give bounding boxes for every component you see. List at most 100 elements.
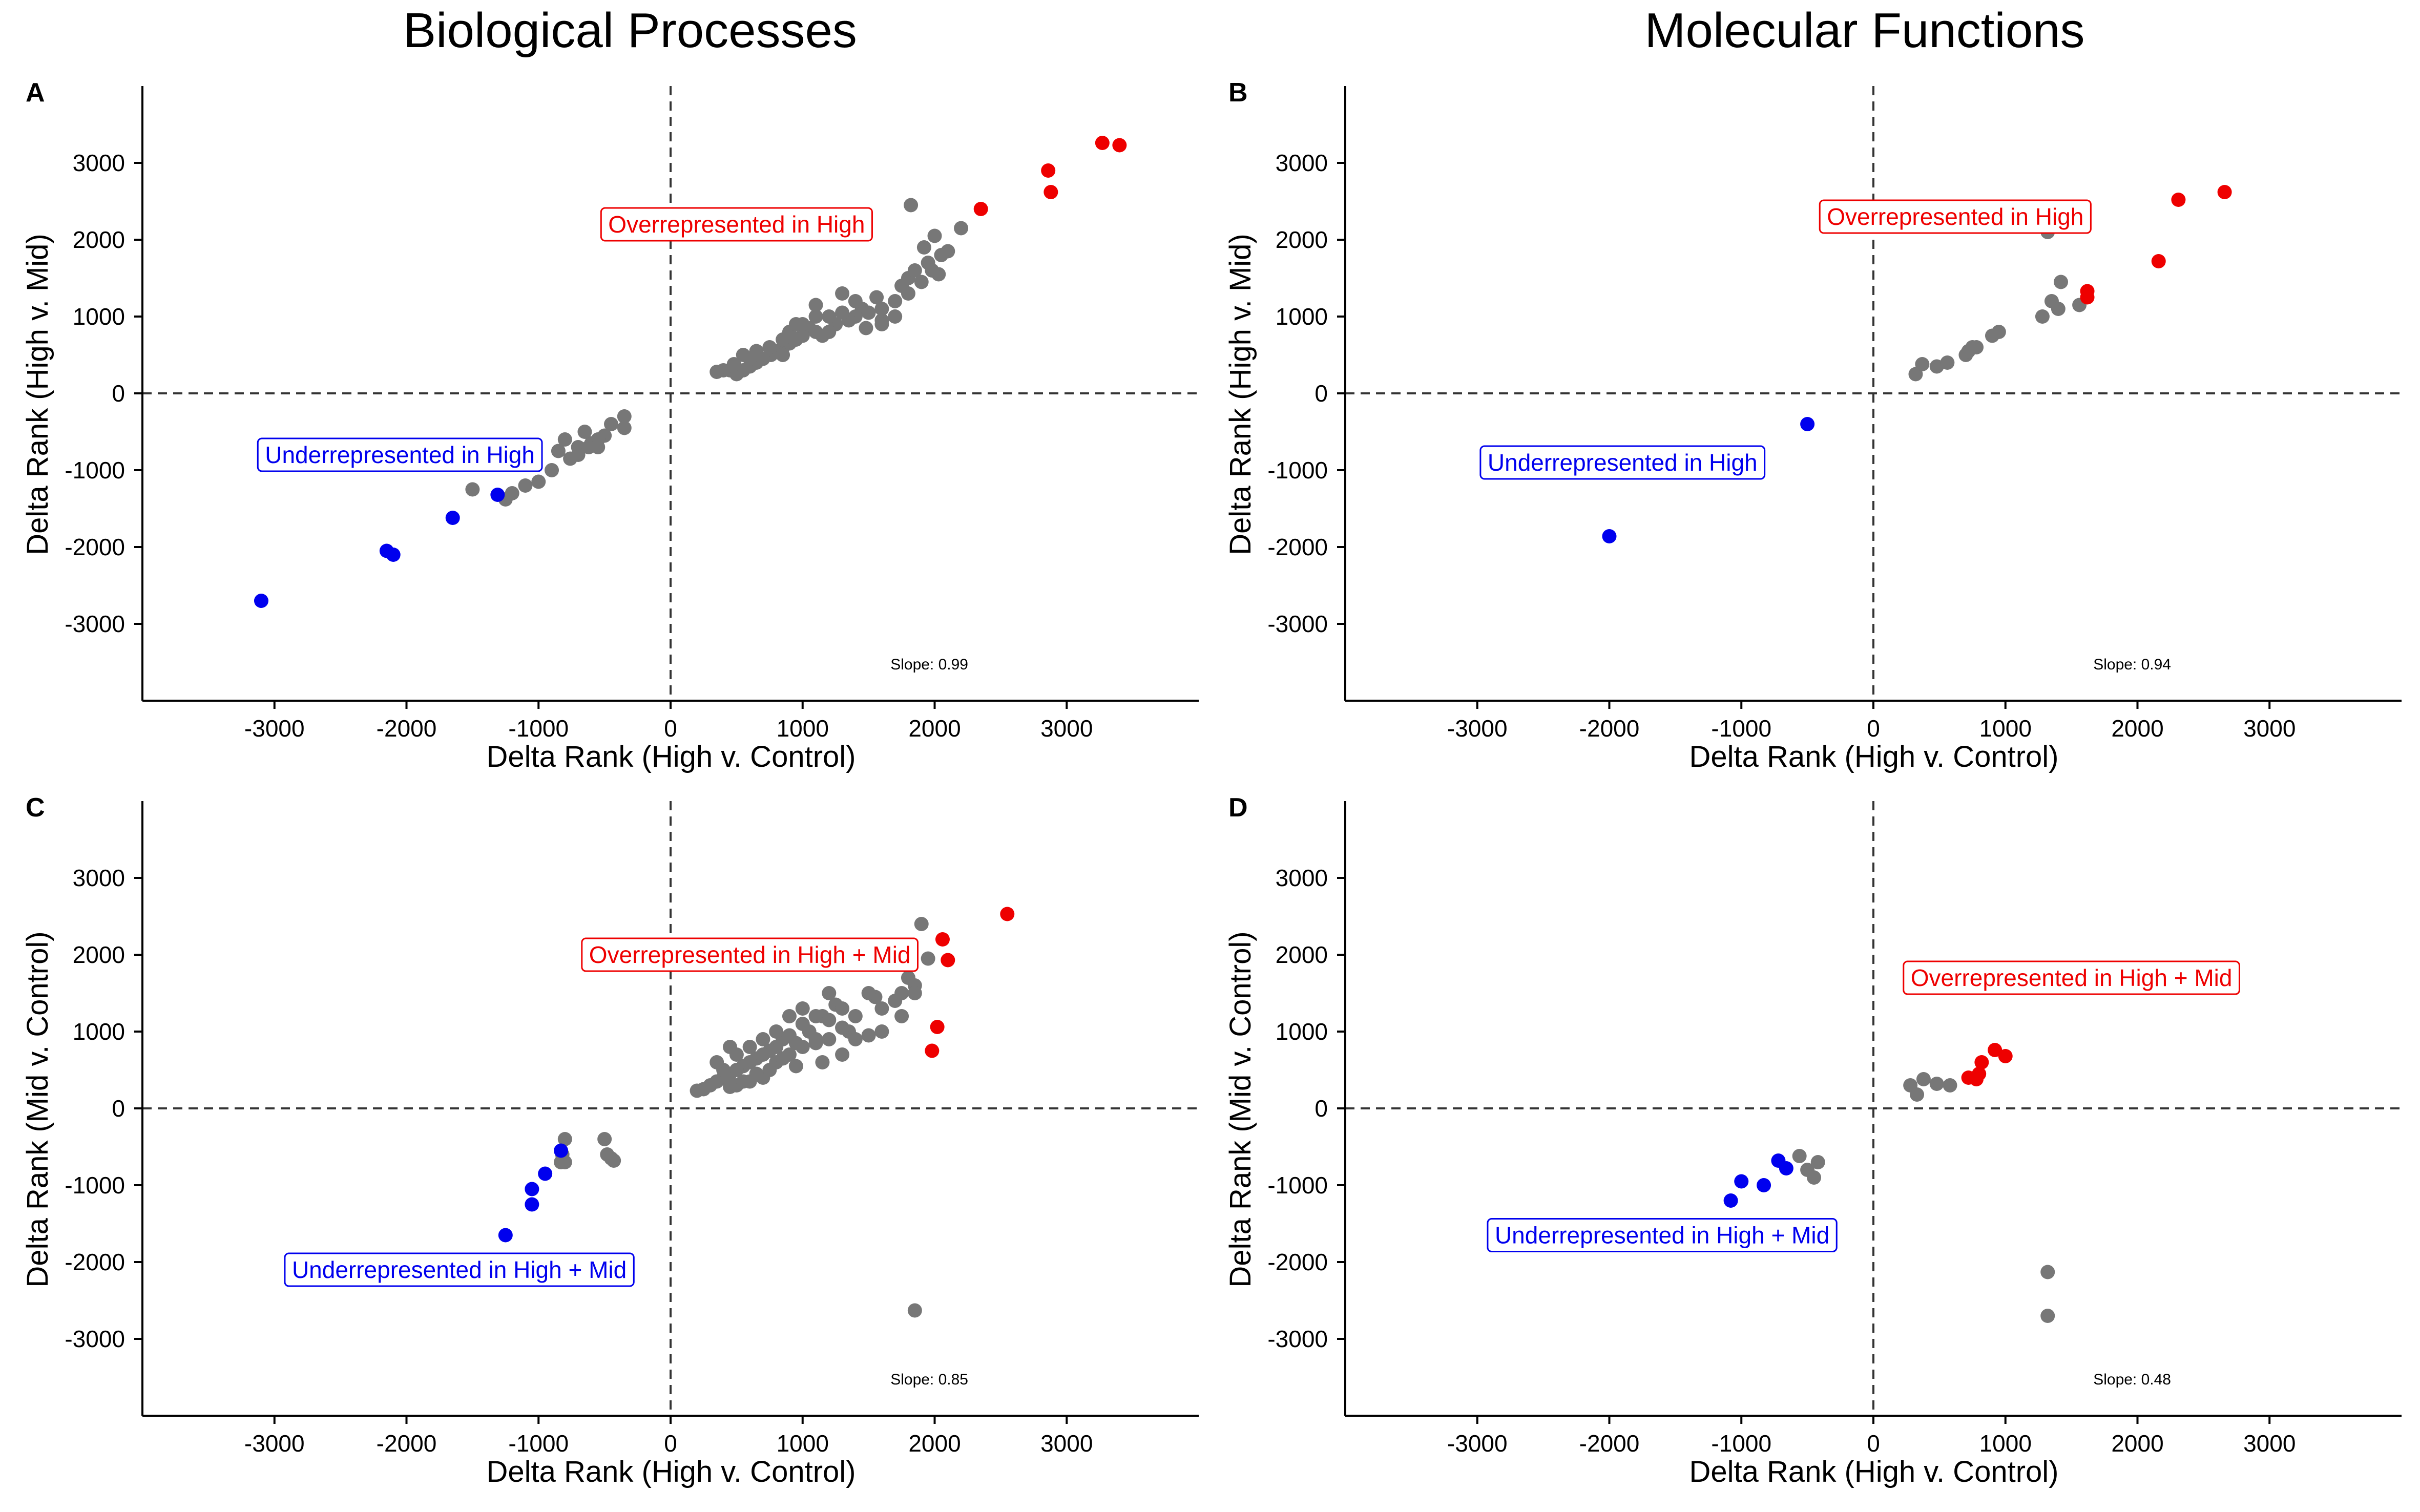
neutral-point: [859, 321, 873, 335]
y-axis-title: Delta Rank (High v. Mid): [21, 234, 54, 555]
neutral-point: [1810, 1155, 1825, 1169]
x-tick-label: 3000: [2243, 1430, 2296, 1457]
under-point: [445, 511, 460, 525]
annotation-over: Overrepresented in High: [1827, 203, 2083, 230]
over-point: [1974, 1055, 1989, 1069]
neutral-point: [756, 1032, 770, 1046]
x-tick-label: 1000: [777, 715, 829, 742]
under-point: [386, 548, 401, 562]
y-tick-label: 1000: [1276, 303, 1328, 330]
y-tick-label: 1000: [1276, 1018, 1328, 1045]
neutral-point: [808, 298, 823, 312]
annotation-under: Underrepresented in High + Mid: [1495, 1222, 1829, 1249]
x-tick-label: -1000: [1711, 715, 1771, 742]
over-point: [935, 932, 950, 947]
neutral-point: [710, 365, 724, 379]
y-tick-label: -2000: [1267, 534, 1328, 560]
neutral-point: [742, 351, 757, 366]
x-tick-label: 2000: [2111, 1430, 2163, 1457]
slope-label: Slope: 0.94: [2093, 656, 2171, 673]
x-axis-title: Delta Rank (High v. Control): [1689, 740, 2059, 773]
x-tick-label: 1000: [1979, 1430, 2032, 1457]
panel-letter: D: [1228, 793, 1248, 823]
annotation-box-over: [1819, 199, 2092, 234]
neutral-point: [808, 1036, 823, 1051]
neutral-point: [591, 440, 606, 454]
neutral-point: [710, 1055, 724, 1069]
neutral-point: [848, 1032, 863, 1046]
x-tick-label: 0: [1867, 1430, 1880, 1457]
y-tick-label: 3000: [73, 865, 125, 891]
neutral-point: [848, 1009, 863, 1023]
neutral-point: [894, 279, 909, 293]
y-tick-label: -3000: [65, 611, 125, 637]
annotation-under: Underrepresented in High: [265, 442, 535, 468]
x-tick-label: 2000: [908, 715, 961, 742]
y-tick-label: 1000: [73, 303, 125, 330]
column-title-biological: Biological Processes: [403, 3, 857, 58]
x-tick-label: -2000: [377, 1430, 437, 1457]
neutral-point: [690, 1083, 704, 1098]
neutral-point: [1916, 1072, 1931, 1086]
neutral-point: [597, 1132, 612, 1146]
neutral-point: [2035, 309, 2050, 324]
y-tick-label: -3000: [1267, 1326, 1328, 1352]
neutral-point: [808, 325, 823, 339]
neutral-point: [934, 248, 949, 262]
neutral-point: [1910, 1087, 1925, 1102]
neutral-point: [795, 1040, 810, 1054]
neutral-point: [782, 1009, 797, 1023]
y-tick-label: 0: [1315, 1095, 1328, 1122]
neutral-point: [914, 917, 929, 931]
annotation-box-over: [1903, 960, 2240, 995]
under-point: [538, 1166, 553, 1181]
neutral-point: [1991, 325, 2006, 339]
y-tick-label: 0: [1315, 380, 1328, 407]
neutral-point: [808, 1009, 823, 1023]
neutral-point: [788, 1059, 803, 1074]
neutral-point: [822, 1013, 837, 1027]
neutral-point: [822, 986, 837, 1000]
neutral-point: [808, 309, 823, 324]
over-point: [1998, 1049, 2013, 1063]
y-tick-label: -3000: [1267, 611, 1328, 637]
y-tick-label: -1000: [1267, 1172, 1328, 1199]
under-point: [525, 1197, 539, 1212]
x-tick-label: 2000: [908, 1430, 961, 1457]
neutral-point: [795, 1017, 810, 1031]
y-tick-label: 2000: [73, 941, 125, 968]
neutral-point: [1965, 340, 1980, 354]
annotation-over: Overrepresented in High + Mid: [1911, 964, 2233, 991]
neutral-point: [788, 317, 803, 331]
y-tick-label: 0: [112, 380, 125, 407]
under-point: [554, 1143, 569, 1158]
under-point: [254, 594, 268, 608]
neutral-point: [861, 1028, 876, 1043]
under-point: [1723, 1193, 1738, 1208]
y-tick-label: 0: [112, 1095, 125, 1122]
y-tick-label: 2000: [1276, 941, 1328, 968]
neutral-point: [557, 432, 572, 447]
neutral-point: [925, 263, 940, 278]
neutral-point: [2054, 275, 2069, 289]
y-tick-label: 3000: [1276, 865, 1328, 891]
neutral-point: [465, 482, 480, 497]
neutral-point: [848, 294, 863, 308]
x-tick-label: -2000: [1579, 1430, 1640, 1457]
slope-label: Slope: 0.48: [2093, 1371, 2171, 1388]
panel-letter: A: [26, 78, 45, 108]
x-tick-label: -1000: [1711, 1430, 1771, 1457]
y-tick-label: 3000: [73, 150, 125, 176]
neutral-point: [2051, 302, 2066, 316]
y-tick-label: -1000: [1267, 457, 1328, 484]
annotation-box-under: [1479, 445, 1766, 480]
x-tick-label: -1000: [508, 1430, 569, 1457]
neutral-point: [835, 1001, 850, 1016]
x-tick-label: 0: [1867, 715, 1880, 742]
neutral-point: [2040, 1265, 2055, 1279]
over-point: [973, 202, 988, 216]
neutral-point: [815, 1055, 830, 1069]
neutral-point: [888, 294, 903, 308]
over-point: [1095, 136, 1110, 150]
